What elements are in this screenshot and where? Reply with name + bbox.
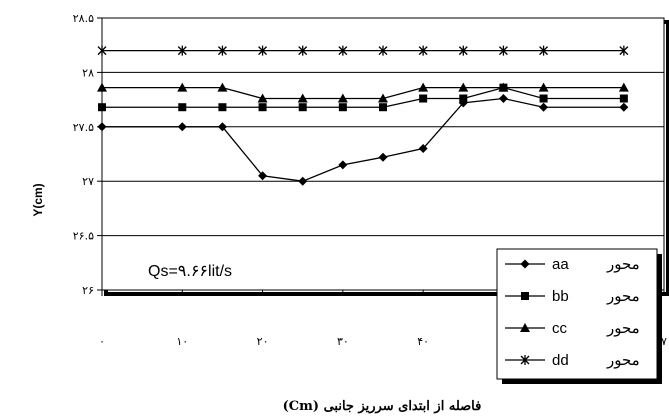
legend-item-aa: aa محور	[505, 256, 640, 273]
x-axis-title: فاصله از ابتدای سرریز جانبی (Cm)	[283, 399, 482, 414]
series-bb-point-1	[178, 103, 187, 112]
series-line-bb	[102, 86, 624, 108]
series-dd-point-7	[418, 45, 428, 56]
series-bb-point-10	[539, 94, 548, 103]
x-tick-label-7: ۷	[661, 335, 667, 348]
series-bb-point-4	[298, 103, 307, 112]
legend-item-dd: dd محور	[505, 352, 640, 369]
series-cc	[97, 82, 629, 103]
series-dd-point-11	[619, 45, 629, 56]
y-axis-title: Y(cm)	[31, 183, 45, 216]
series-bb-point-7	[419, 94, 428, 103]
series-line-aa	[102, 97, 624, 182]
y-tick-label-5: ۲۸.۵	[73, 12, 94, 25]
legend-items: aa محور bb محور cc محور dd محور	[505, 256, 640, 369]
legend-marker-bb	[521, 292, 529, 300]
plot-frame-shadow	[104, 20, 669, 296]
series-aa-point-3	[258, 171, 268, 181]
series-aa-point-0	[97, 122, 107, 132]
series-dd-point-2	[217, 45, 227, 56]
series-bb-point-11	[619, 94, 628, 103]
series-cc-point-10	[538, 82, 549, 92]
series-aa-point-11	[619, 102, 629, 112]
plot-frame-border	[101, 17, 665, 291]
annotation-flow-rate: Qs=۹.۶۶lit/s	[148, 263, 232, 280]
legend-item-cc: cc محور	[505, 320, 640, 337]
series-aa-point-5	[338, 160, 348, 170]
legend-code-cc: cc	[552, 320, 568, 337]
plot-frame	[101, 17, 669, 296]
legend-word-bb: محور	[606, 288, 640, 305]
legend-marker-aa	[520, 259, 530, 269]
series-bb-point-0	[98, 103, 106, 112]
series-cc-point-8	[458, 82, 469, 92]
series-bb-point-6	[379, 103, 387, 112]
x-tick-label-1: ۱۰	[176, 335, 188, 348]
series-cc-point-7	[418, 82, 429, 92]
series-dd-point-3	[258, 45, 268, 56]
y-axis-ticks: ۲۶ ۲۶.۵ ۲۷ ۲۷.۵ ۲۸ ۲۸.۵	[73, 12, 102, 297]
legend-code-bb: bb	[552, 288, 569, 305]
series-cc-point-2	[217, 82, 228, 92]
series-group	[97, 45, 629, 186]
legend-item-bb: bb محور	[505, 288, 640, 305]
series-cc-point-6	[378, 93, 388, 103]
series-dd-point-10	[539, 45, 549, 56]
series-bb-point-8	[459, 94, 468, 103]
x-tick-label-3: ۳۰	[337, 335, 349, 348]
legend-word-aa: محور	[606, 256, 640, 273]
legend: aa محور bb محور cc محور dd محور	[496, 248, 662, 384]
series-aa-point-10	[539, 102, 549, 112]
series-dd-point-5	[338, 45, 348, 56]
series-aa-point-4	[298, 176, 308, 186]
legend-word-cc: محور	[606, 320, 640, 337]
legend-code-aa: aa	[552, 256, 569, 273]
series-aa-point-9	[498, 94, 508, 104]
legend-box	[496, 248, 658, 380]
y-tick-label-4: ۲۸	[82, 66, 94, 79]
series-bb-point-5	[338, 103, 347, 112]
y-tick-label-3: ۲۷.۵	[73, 121, 94, 134]
series-aa-point-6	[378, 152, 388, 162]
series-cc-point-3	[257, 93, 268, 103]
series-aa	[97, 94, 629, 186]
x-tick-label-0: ۰	[99, 335, 105, 348]
series-aa-point-1	[177, 122, 187, 132]
x-tick-label-4: ۴۰	[417, 335, 429, 348]
series-line-cc	[102, 86, 624, 100]
y-tick-label-2: ۲۷	[82, 175, 94, 188]
y-tick-label-1: ۲۶.۵	[73, 230, 94, 243]
legend-word-dd: محور	[606, 352, 640, 369]
y-tick-label-0: ۲۶	[82, 284, 94, 297]
series-cc-point-4	[297, 93, 308, 103]
series-aa-point-2	[217, 122, 227, 132]
series-dd-point-9	[498, 45, 508, 56]
series-dd-point-1	[177, 45, 187, 56]
legend-code-dd: dd	[552, 352, 569, 369]
series-dd-point-6	[378, 45, 388, 56]
series-cc-point-5	[337, 93, 348, 103]
legend-marker-dd	[520, 355, 530, 365]
series-dd	[97, 45, 629, 56]
series-bb-point-2	[218, 103, 227, 112]
legend-marker-cc	[520, 323, 530, 332]
series-aa-point-7	[418, 144, 428, 154]
series-cc-point-9	[498, 82, 509, 92]
series-cc-point-1	[177, 82, 188, 92]
series-cc-point-11	[618, 82, 629, 92]
series-dd-point-4	[298, 45, 308, 56]
series-dd-point-8	[458, 45, 468, 56]
series-dd-point-0	[97, 45, 107, 56]
series-bb-point-3	[258, 103, 267, 112]
x-tick-label-2: ۲۰	[257, 335, 269, 348]
series-cc-point-0	[97, 82, 107, 92]
